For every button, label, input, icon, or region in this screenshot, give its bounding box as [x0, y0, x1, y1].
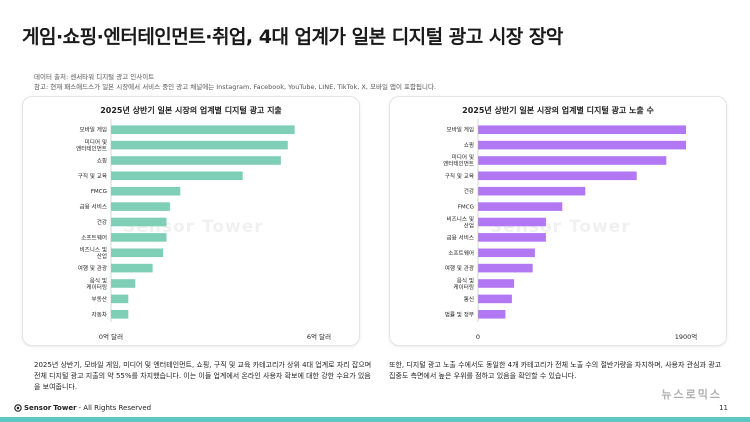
impressions-category-label: 음식 및 케이터링: [453, 276, 474, 291]
spend-category-label: 구직 및 교육: [78, 173, 107, 180]
impressions-bar: [478, 233, 546, 242]
impressions-category-label: 모바일 게임: [446, 126, 474, 134]
impressions-category-label: 쇼핑: [464, 141, 474, 149]
spend-category-label: 쇼핑: [97, 157, 107, 165]
footer-logo: Sensor Tower - All Rights Reserved: [14, 404, 151, 412]
impressions-category-label: FMCG: [458, 205, 474, 211]
spend-bar: [111, 279, 136, 288]
footer-rights: - All Rights Reserved: [78, 404, 152, 412]
spend-bar: [111, 171, 243, 181]
impressions-bar: [478, 279, 515, 288]
spend-bar: [111, 248, 163, 258]
spend-bar: [111, 233, 167, 242]
sensor-tower-logo-icon: [14, 404, 22, 412]
spend-category-label: 건강: [97, 219, 107, 226]
reference-note: 참고: 현재 패스애드스가 일본 시장에서 서비스 중인 광고 채널에는 Ins…: [34, 83, 436, 91]
impressions-tick-max: 1900억: [675, 333, 698, 341]
spend-chart-title: 2025년 상반기 일본 시장의 업계별 디지털 광고 지출: [100, 106, 282, 115]
impressions-category-label: 법률 및 정부: [445, 310, 474, 318]
footer-band: [0, 417, 750, 422]
news-watermark: 뉴스로믹스: [661, 388, 722, 401]
impressions-bar: [478, 156, 667, 165]
footer-brand-sensor: Sensor: [24, 404, 52, 412]
spend-bar: [111, 202, 170, 211]
impressions-bar: [478, 202, 563, 211]
footer-brand-tower: Tower: [53, 404, 77, 412]
spend-category-label: 자동차: [92, 310, 107, 318]
spend-category-label: 음식 및 케이터링: [86, 276, 107, 291]
spend-bar: [111, 125, 295, 134]
impressions-bar: [478, 263, 533, 273]
spend-tick-max: 6억 달러: [307, 332, 331, 341]
spend-bar: [111, 140, 288, 150]
spend-category-label: 모바일 게임: [79, 126, 107, 134]
spend-category-label: 여행 및 관광: [78, 264, 107, 272]
impressions-bar: [478, 171, 637, 181]
impressions-category-label: 통신: [464, 295, 474, 303]
spend-bar: [111, 217, 167, 227]
impressions-category-label: 금융 서비스: [446, 233, 474, 241]
spend-description: 2025년 상반기, 모바일 게임, 미디어 및 엔터테인먼트, 쇼핑, 구직 …: [34, 361, 372, 391]
spend-bar: [111, 294, 129, 304]
impressions-bar: [478, 248, 535, 258]
page-number: 11: [719, 404, 728, 412]
impressions-category-label: 비즈니스 및 산업: [446, 215, 474, 230]
spend-category-label: 부동산: [92, 295, 107, 303]
spend-category-label: 소프트웨어: [81, 233, 107, 241]
impressions-bar: [478, 125, 686, 134]
impressions-category-label: 소프트웨어: [448, 249, 474, 257]
impressions-description: 또한, 디지털 광고 노출 수에서도 동일한 4개 카테고리가 전체 노출 수의…: [389, 361, 722, 380]
impressions-bar: [478, 217, 546, 227]
spend-bar: [111, 156, 281, 165]
impressions-tick-min: 0: [476, 333, 480, 341]
impressions-chart-card: Sensor Tower 2025년 상반기 일본 시장의 업계별 디지털 광고…: [389, 96, 727, 346]
spend-category-label: 비즈니스 및 산업: [79, 246, 107, 261]
spend-bar: [111, 263, 153, 273]
page-title: 게임·쇼핑·엔터테인먼트·취업, 4대 업계가 일본 디지털 광고 시장 장악: [22, 26, 563, 48]
impressions-chart-title: 2025년 상반기 일본 시장의 업계별 디지털 광고 노출 수: [462, 106, 654, 115]
impressions-category-label: 구직 및 교육: [445, 173, 474, 180]
spend-category-label: FMCG: [91, 189, 107, 195]
impressions-category-label: 미디어 및 엔터테인먼트: [443, 153, 474, 168]
impressions-category-label: 여행 및 관광: [445, 264, 474, 272]
impressions-bar: [478, 140, 686, 150]
spend-bar: [111, 186, 181, 196]
impressions-bar: [478, 310, 506, 319]
impressions-category-label: 건강: [464, 188, 474, 195]
source-note: 데이터 출처: 센서타워 디지털 광고 인사이트: [34, 73, 155, 81]
impressions-bar: [478, 294, 512, 304]
spend-tick-min: 0억 달러: [99, 332, 123, 341]
spend-chart-card: Sensor Tower 2025년 상반기 일본 시장의 업계별 디지털 광고…: [22, 96, 360, 346]
notes: 데이터 출처: 센서타워 디지털 광고 인사이트 참고: 현재 패스애드스가 일…: [34, 72, 436, 92]
spend-bar: [111, 310, 129, 319]
spend-category-label: 금융 서비스: [79, 203, 107, 211]
impressions-bar: [478, 186, 586, 196]
spend-category-label: 미디어 및 엔터테인먼트: [76, 138, 107, 153]
